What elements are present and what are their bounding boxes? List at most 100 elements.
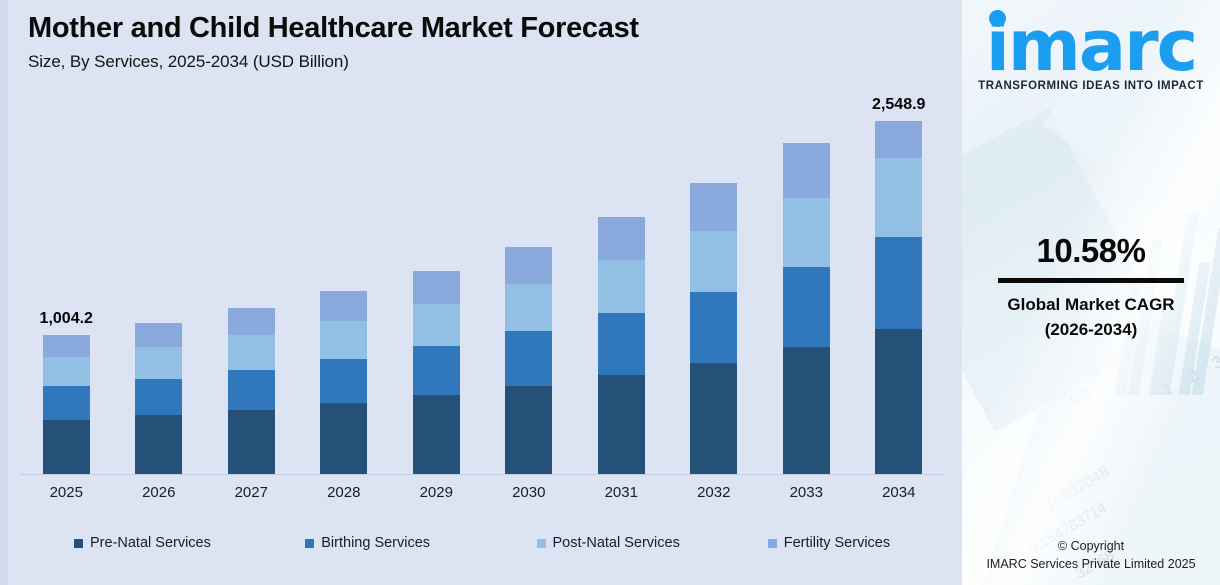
- bar-segment: [690, 231, 738, 293]
- imarc-wordmark-icon: imarc: [985, 5, 1198, 87]
- stacked-bar[interactable]: 2,548.9: [872, 96, 925, 474]
- bar-segment: [782, 197, 830, 267]
- copyright-notice: © Copyright IMARC Services Private Limit…: [962, 537, 1220, 573]
- copyright-line-2: IMARC Services Private Limited 2025: [986, 556, 1196, 571]
- bar-segment: [505, 331, 553, 387]
- bar-segment: [597, 375, 645, 474]
- bar-group: 1,004.2 2,548.9: [20, 96, 946, 474]
- legend-item[interactable]: Fertility Services: [714, 528, 945, 558]
- bar-segment: [135, 415, 183, 474]
- stacked-bar[interactable]: [782, 142, 830, 474]
- stacked-bar[interactable]: [320, 290, 368, 474]
- bar-segment: [42, 386, 90, 420]
- x-axis-tick: 2031: [604, 484, 638, 501]
- stacked-bar[interactable]: [227, 308, 275, 474]
- imarc-logo: imarc TRANSFORMING IDEAS INTO IMPACT: [962, 5, 1220, 93]
- x-axis-tick: 2032: [697, 484, 731, 501]
- cagr-value: 10.58%: [1036, 232, 1146, 269]
- bar-slot: [390, 100, 483, 474]
- legend-item[interactable]: Birthing Services: [251, 528, 482, 558]
- bar-segment: [505, 386, 553, 474]
- stacked-bar[interactable]: [412, 270, 460, 474]
- bar-slot: [668, 100, 761, 474]
- x-axis-tick: 2027: [234, 484, 268, 501]
- bar-slot: [760, 100, 853, 474]
- chart-panel: Mother and Child Healthcare Market Forec…: [0, 0, 946, 585]
- page-subtitle: Size, By Services, 2025-2034 (USD Billio…: [28, 52, 349, 72]
- x-axis-tick: 2034: [882, 484, 916, 501]
- legend-swatch-icon: [767, 538, 777, 548]
- x-axis-tick: 2030: [512, 484, 546, 501]
- bar-segment: [782, 142, 830, 198]
- legend-label: Post-Natal Services: [552, 535, 680, 551]
- legend-swatch-icon: [305, 538, 315, 548]
- bar-segment: [227, 409, 275, 474]
- stacked-bar[interactable]: [505, 246, 553, 474]
- plot-area: 1,004.2 2,548.9: [20, 96, 946, 475]
- bar-segment: [875, 120, 923, 158]
- x-axis-labels: 2025 2026 2027 2028 2029 2030 2031 2032 2033 2034: [20, 478, 945, 508]
- bar-segment: [135, 378, 183, 416]
- bar-segment: [320, 290, 368, 321]
- bar-segment: [42, 357, 90, 387]
- bar-segment: [320, 403, 368, 474]
- stacked-bar[interactable]: [597, 217, 645, 474]
- bg-ghost-text-2: 0.0: [1067, 383, 1094, 410]
- bar-segment: [135, 322, 183, 348]
- x-axis-tick: 2029: [419, 484, 453, 501]
- brand-panel: 500.0 0.0 1 2 3 4 16982048 0.154783714 3…: [962, 0, 1220, 585]
- bar-segment: [320, 359, 368, 404]
- bar-segment: [690, 292, 738, 363]
- bar-segment: [227, 308, 275, 335]
- x-axis-line: [20, 474, 945, 475]
- bar-slot: 2,548.9: [853, 96, 946, 474]
- chart-legend: Pre-Natal Services Birthing Services Post-…: [20, 528, 945, 558]
- bar-segment: [597, 217, 645, 260]
- cagr-divider: [998, 278, 1184, 283]
- legend-item[interactable]: Post-Natal Services: [483, 528, 714, 558]
- legend-label: Fertility Services: [783, 535, 891, 551]
- bar-value-label: 1,004.2: [39, 309, 93, 327]
- bar-segment: [782, 266, 830, 348]
- bar-segment: [412, 303, 460, 347]
- bar-slot: [575, 100, 668, 474]
- bar-slot: [205, 100, 298, 474]
- bg-ghost-text-1: 500.0: [1087, 342, 1135, 381]
- bar-slot: [113, 100, 206, 474]
- copyright-line-1: © Copyright: [1057, 538, 1125, 553]
- imarc-dot-icon: [988, 10, 1006, 27]
- bar-slot: [483, 100, 576, 474]
- bar-segment: [875, 329, 923, 474]
- bar-segment: [412, 395, 460, 474]
- bar-segment: [505, 283, 553, 332]
- bar-value-label: 2,548.9: [872, 95, 926, 113]
- cagr-block: 10.58% Global Market CAGR (2026-2034): [962, 232, 1220, 342]
- bar-segment: [227, 369, 275, 410]
- stacked-bar[interactable]: [135, 322, 183, 474]
- bar-segment: [135, 347, 183, 379]
- left-edge-strip: [0, 0, 8, 585]
- chart-header: Mother and Child Healthcare Market Forec…: [28, 12, 639, 72]
- imarc-tagline: TRANSFORMING IDEAS INTO IMPACT: [978, 80, 1204, 93]
- stacked-bar[interactable]: 1,004.2: [40, 310, 93, 474]
- x-axis-tick: 2033: [789, 484, 823, 501]
- cagr-label-line2: (2026-2034): [1044, 319, 1138, 339]
- bar-segment: [42, 419, 90, 474]
- stacked-bar[interactable]: [690, 183, 738, 474]
- x-axis-tick: 2026: [142, 484, 176, 501]
- bar-segment: [782, 347, 830, 474]
- bar-segment: [690, 183, 738, 232]
- bar-segment: [227, 334, 275, 370]
- bar-segment: [412, 270, 460, 304]
- bar-segment: [505, 246, 553, 284]
- bg-ghost-text-4: 16982048: [1042, 463, 1113, 514]
- legend-item[interactable]: Pre-Natal Services: [20, 528, 251, 558]
- legend-label: Pre-Natal Services: [90, 535, 211, 551]
- bar-slot: [298, 100, 391, 474]
- cagr-label-line1: Global Market CAGR: [1007, 295, 1175, 314]
- bar-segment: [597, 313, 645, 376]
- x-axis-tick: 2025: [49, 484, 83, 501]
- bar-segment: [875, 157, 923, 238]
- legend-swatch-icon: [74, 538, 83, 548]
